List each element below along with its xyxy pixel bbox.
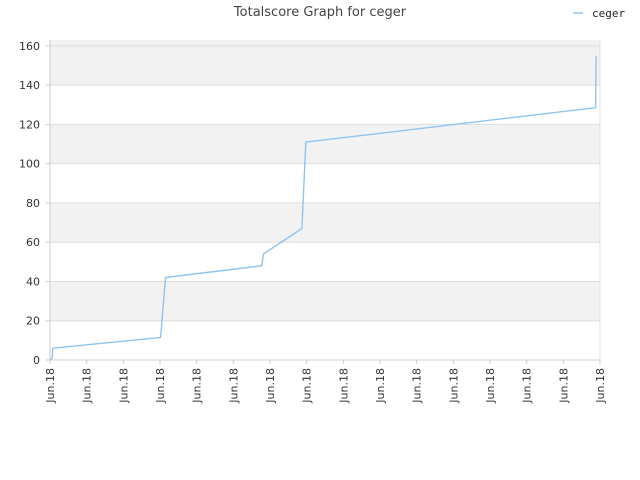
y-tick-label: 120 — [19, 118, 40, 131]
legend-label: ceger — [592, 7, 625, 20]
y-tick-label: 100 — [19, 158, 40, 171]
x-tick-label: Jun.18 — [227, 368, 240, 404]
x-tick-label: Jun.18 — [154, 368, 167, 404]
y-tick-label: 160 — [19, 40, 40, 53]
x-tick-label: Jun.18 — [81, 368, 94, 404]
plot-band — [50, 281, 600, 321]
plot-bands — [50, 40, 600, 321]
plot-band — [50, 45, 600, 86]
x-tick-label: Jun.18 — [557, 368, 570, 404]
y-tick-label: 140 — [19, 79, 40, 92]
y-axis: 0 20 40 60 80 100 120 140 160 — [19, 40, 50, 367]
x-tick-label: Jun.18 — [594, 368, 607, 404]
x-tick-label: Jun.18 — [374, 368, 387, 404]
y-tick-label: 0 — [33, 354, 40, 367]
plot-band — [50, 202, 600, 243]
x-tick-label: Jun.18 — [447, 368, 460, 404]
x-tick-label: Jun.18 — [484, 368, 497, 404]
legend: ceger — [573, 7, 625, 20]
plot-band — [50, 40, 600, 46]
chart-title: Totalscore Graph for ceger — [233, 5, 407, 20]
x-tick-label: Jun.18 — [411, 368, 424, 404]
x-tick-label: Jun.18 — [521, 368, 534, 404]
x-tick-label: Jun.18 — [301, 368, 314, 404]
series-line-ceger — [49, 55, 597, 361]
x-tick-label: Jun.18 — [337, 368, 350, 404]
y-tick-label: 60 — [26, 236, 40, 249]
y-tick-label: 80 — [26, 197, 40, 210]
y-tick-label: 40 — [26, 275, 40, 288]
x-tick-label: Jun.18 — [264, 368, 277, 404]
x-axis: Jun.18 Jun.18 Jun.18 Jun.18 Jun.18 Jun.18 Jun.… — [44, 360, 607, 404]
x-tick-label: Jun.18 — [44, 368, 57, 404]
x-tick-label: Jun.18 — [191, 368, 204, 404]
gridlines — [49, 40, 601, 361]
series-lines — [49, 55, 597, 361]
x-tick-label: Jun.18 — [117, 368, 130, 404]
plot-band — [50, 124, 600, 164]
y-tick-label: 20 — [26, 315, 40, 328]
